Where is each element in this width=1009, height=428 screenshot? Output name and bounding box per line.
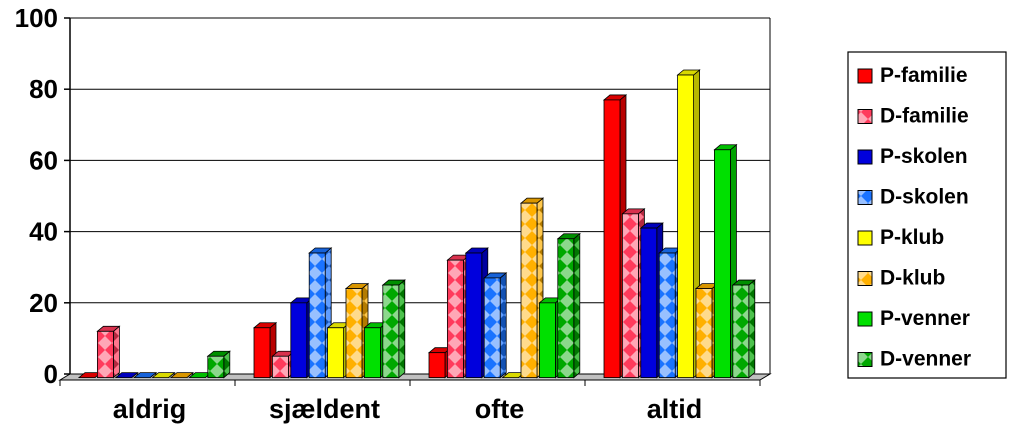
y-tick-label: 60 <box>29 145 58 175</box>
bar-D-skolen-aldrig <box>133 372 158 379</box>
y-tick-label: 80 <box>29 74 58 104</box>
bar-D-klub-aldrig <box>169 372 195 379</box>
legend-label: D-klub <box>880 267 945 290</box>
bar-P-familie-sjældent <box>252 321 278 379</box>
y-tick-label: 40 <box>29 217 58 247</box>
y-tick-label: 0 <box>44 359 58 389</box>
y-tick-labels: 0 20 40 60 80 100 <box>15 3 58 389</box>
bar-D-skolen-ofte <box>483 272 508 379</box>
legend-label: P-familie <box>880 64 968 87</box>
y-tick-label: 100 <box>15 3 58 33</box>
x-category-label: sjældent <box>269 394 380 424</box>
bar-D-venner-aldrig <box>206 350 231 379</box>
x-category-labels: aldrig sjældent ofte altid <box>113 394 703 424</box>
legend-swatch <box>857 149 873 165</box>
legend-swatch <box>857 352 873 367</box>
legend-label: D-skolen <box>880 186 969 209</box>
chart-floor <box>58 373 772 381</box>
axes <box>58 17 772 386</box>
legend-label: D-familie <box>880 105 969 128</box>
bar-P-skolen-aldrig <box>114 372 139 379</box>
bars <box>77 69 756 379</box>
bar-P-klub-aldrig <box>151 372 176 379</box>
bar-D-venner-sjældent <box>381 279 406 379</box>
bar-D-skolen-sjældent <box>308 247 333 379</box>
legend-label: P-venner <box>880 307 970 330</box>
legend-swatch <box>857 190 873 205</box>
legend-label: P-klub <box>880 226 944 249</box>
bar-D-venner-altid <box>731 279 756 379</box>
legend-box <box>847 51 1007 379</box>
legend-swatch <box>857 68 873 84</box>
legend-label: P-skolen <box>880 145 968 168</box>
legend-swatch <box>857 271 873 286</box>
bar-D-venner-ofte <box>556 232 581 379</box>
legend-label: D-venner <box>880 348 971 371</box>
bar-D-klub-ofte <box>519 197 545 379</box>
x-category-label: altid <box>647 394 703 424</box>
y-tick-label: 20 <box>29 288 58 318</box>
x-category-label: ofte <box>475 394 525 424</box>
legend-swatch <box>857 230 873 246</box>
legend-swatch <box>857 311 873 327</box>
bar-D-familie-aldrig <box>96 325 121 379</box>
legend-swatch <box>857 109 873 124</box>
legend: P-familie D-familie P-skolen D-skolen P-klub… <box>847 51 1007 379</box>
bar-P-familie-altid <box>602 94 628 379</box>
x-category-label: aldrig <box>113 394 187 424</box>
